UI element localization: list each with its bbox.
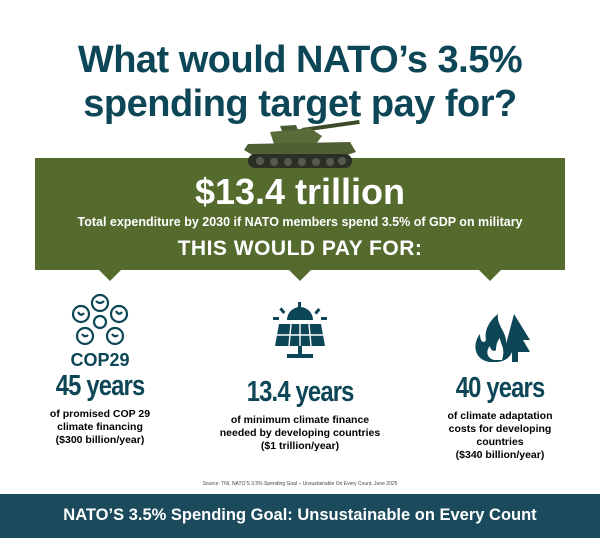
desc-line: countries (476, 436, 524, 448)
item-cop29: COP29 45 years of promised COP 29 climat… (35, 292, 165, 447)
desc-line: needed by developing countries (219, 427, 381, 439)
wildfire-trees-icon (475, 314, 530, 362)
years-value: 40 years (455, 372, 545, 404)
item-description: of promised COP 29 climate financing ($3… (35, 408, 165, 447)
total-amount: $13.4 trillion (194, 171, 406, 212)
item-description: of minimum climate finance needed by dev… (210, 414, 390, 453)
tank-icon (244, 119, 360, 168)
banner-notch-center (288, 269, 312, 281)
desc-line: ($300 billion/year) (55, 434, 145, 446)
solar-panel-icon (273, 302, 327, 358)
years-value: 13.4 years (246, 376, 355, 408)
desc-line: climate financing (57, 421, 143, 433)
headline-banner (35, 158, 565, 270)
banner-notch-left (98, 269, 122, 281)
total-amount-description: Total expenditure by 2030 if NATO member… (77, 215, 523, 229)
cop29-logo-icon (71, 293, 129, 346)
title-line-1: What would NATO’s 3.5% (77, 39, 523, 81)
desc-line: of promised COP 29 (49, 408, 151, 420)
desc-line: costs for developing (448, 423, 552, 435)
item-description: of climate adaptation costs for developi… (420, 410, 580, 462)
desc-line: of climate adaptation (447, 410, 553, 422)
years-value: 45 years (55, 370, 145, 402)
pay-for-heading: THIS WOULD PAY FOR: (177, 237, 423, 260)
item-solar: 13.4 years of minimum climate finance ne… (210, 302, 390, 453)
desc-line: ($340 billion/year) (455, 449, 545, 461)
desc-line: ($1 trillion/year) (260, 440, 340, 452)
footer-title: NATO’S 3.5% Spending Goal: Unsustainable… (63, 506, 537, 524)
title-line-2: spending target pay for? (83, 83, 517, 125)
banner-notch-right (478, 269, 502, 281)
cop29-label: COP29 (70, 350, 130, 370)
source-note: Source: TNI, NATO’S 3.5% Spending Goal –… (202, 481, 398, 487)
footer-bar (0, 494, 600, 538)
desc-line: of minimum climate finance (230, 414, 370, 426)
page-title: What would NATO’s 3.5% spending target p… (0, 38, 600, 126)
item-adaptation: 40 years of climate adaptation costs for… (420, 310, 580, 462)
